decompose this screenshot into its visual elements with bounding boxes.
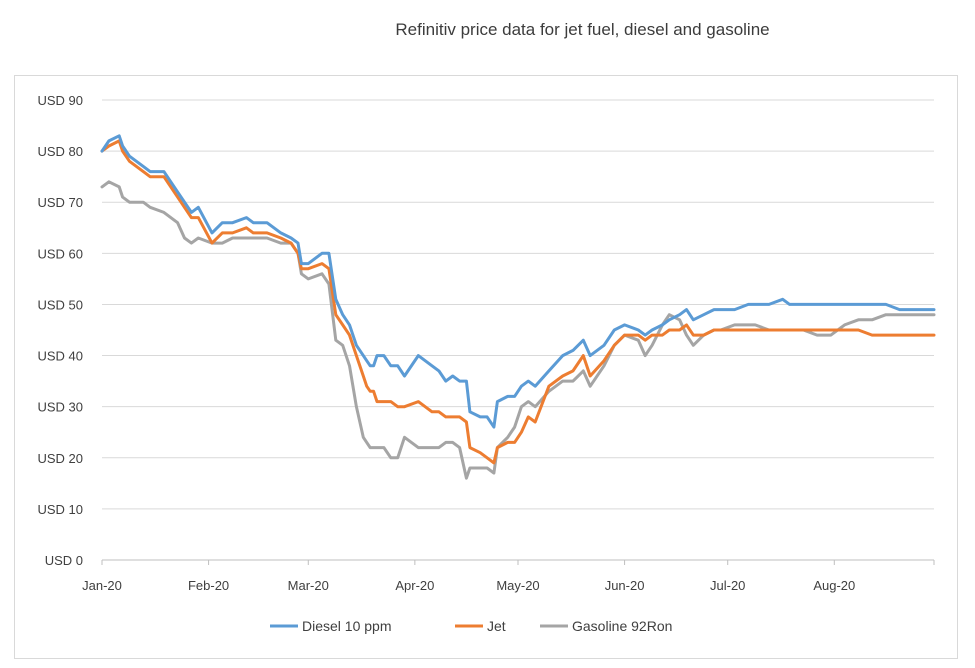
series-line-gasoline-92ron bbox=[100, 180, 936, 480]
legend-item: Jet bbox=[455, 618, 506, 634]
legend-label: Jet bbox=[487, 618, 506, 634]
legend-label: Gasoline 92Ron bbox=[572, 618, 672, 634]
y-tick-label: USD 90 bbox=[37, 93, 83, 108]
x-tick-label: Mar-20 bbox=[288, 578, 329, 593]
x-tick-label: Aug-20 bbox=[813, 578, 855, 593]
x-tick-label: Jan-20 bbox=[82, 578, 122, 593]
y-tick-label: USD 10 bbox=[37, 502, 83, 517]
series-lines bbox=[100, 134, 936, 480]
y-tick-label: USD 60 bbox=[37, 246, 83, 261]
x-tick-label: Jul-20 bbox=[710, 578, 745, 593]
y-tick-label: USD 50 bbox=[37, 297, 83, 312]
legend-item: Gasoline 92Ron bbox=[540, 618, 672, 634]
series-line-jet bbox=[100, 139, 936, 465]
y-tick-label: USD 0 bbox=[45, 553, 83, 568]
x-tick-label: Jun-20 bbox=[605, 578, 645, 593]
x-axis-ticks: Jan-20 Feb-20 Mar-20 Apr-20 May-20 Jun-20 Jul-… bbox=[82, 560, 935, 593]
y-tick-label: USD 70 bbox=[37, 195, 83, 210]
chart-title: Refinitiv price data for jet fuel, diese… bbox=[395, 20, 770, 39]
x-tick-label: May-20 bbox=[496, 578, 539, 593]
gridlines bbox=[102, 99, 934, 510]
y-tick-label: USD 30 bbox=[37, 400, 83, 415]
chart-frame bbox=[14, 75, 958, 659]
legend-label: Diesel 10 ppm bbox=[302, 618, 392, 634]
series-line-diesel-10-ppm bbox=[100, 134, 936, 429]
legend-item: Diesel 10 ppm bbox=[270, 618, 392, 634]
x-tick-label: Feb-20 bbox=[188, 578, 229, 593]
y-tick-label: USD 20 bbox=[37, 451, 83, 466]
x-tick-label: Apr-20 bbox=[395, 578, 434, 593]
y-tick-label: USD 40 bbox=[37, 349, 83, 364]
y-axis-ticks: USD 90 USD 80 USD 70 USD 60 USD 50 USD 40 USD … bbox=[37, 93, 83, 568]
legend: Diesel 10 ppm Jet Gasoline 92Ron bbox=[270, 618, 672, 634]
y-tick-label: USD 80 bbox=[37, 144, 83, 159]
